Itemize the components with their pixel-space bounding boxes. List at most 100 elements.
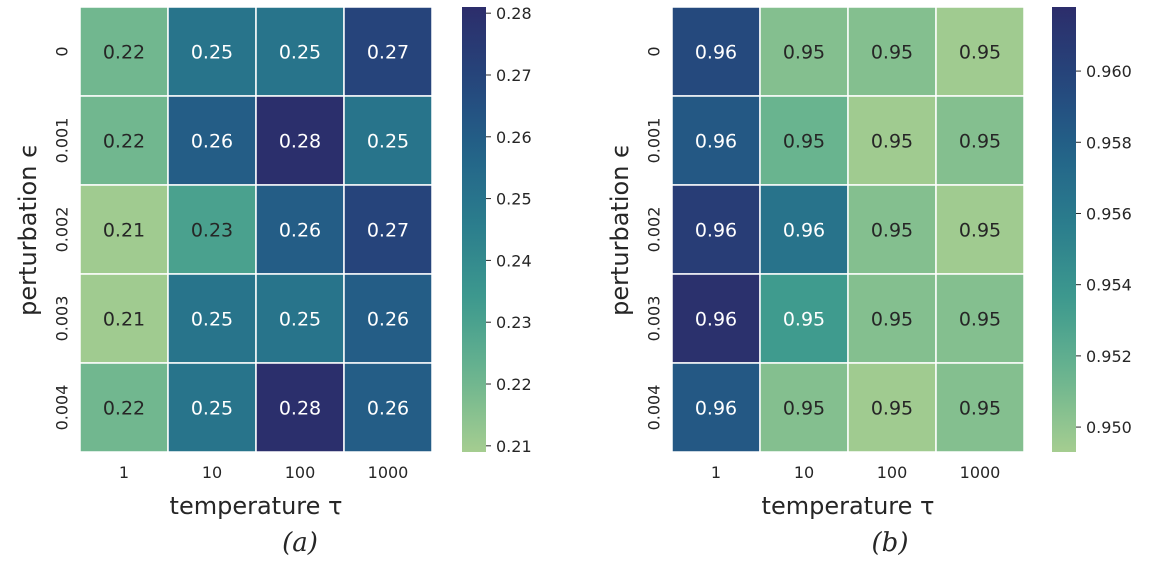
cell-value-label: 0.95 — [783, 42, 825, 64]
y-tick-label: 0.004 — [645, 385, 664, 431]
colorbar-tick-label: 0.950 — [1086, 418, 1132, 437]
y-tick-label: 0.002 — [53, 207, 72, 253]
heatmap-cell — [671, 273, 761, 364]
cell-value-label: 0.26 — [279, 220, 321, 242]
cell-value-label: 0.21 — [103, 220, 145, 242]
colorbar-tick-label: 0.21 — [496, 437, 532, 456]
cell-value-label: 0.96 — [695, 398, 737, 420]
cell-value-label: 0.95 — [871, 309, 913, 331]
cell-value-label: 0.95 — [871, 220, 913, 242]
x-tick-label: 1000 — [368, 463, 409, 482]
heatmap-cell — [255, 362, 345, 453]
heatmap-cell — [343, 6, 433, 97]
x-tick-label: 1 — [119, 463, 129, 482]
y-tick-label: 0.003 — [645, 296, 664, 342]
heatmap-cell — [847, 6, 937, 97]
x-tick-label: 1 — [711, 463, 721, 482]
cell-value-label: 0.26 — [191, 131, 233, 153]
cell-value-label: 0.95 — [871, 131, 913, 153]
heatmap-cell — [343, 273, 433, 364]
cell-value-label: 0.22 — [103, 398, 145, 420]
heatmap-cell — [79, 362, 169, 453]
cell-value-label: 0.96 — [783, 220, 825, 242]
heatmap-cell — [343, 95, 433, 186]
cell-value-label: 0.27 — [367, 220, 409, 242]
y-axis-label: perturbation ϵ — [606, 143, 634, 316]
colorbar-tick-label: 0.22 — [496, 375, 532, 394]
x-axis-label: temperature τ — [762, 492, 935, 520]
cell-value-label: 0.28 — [279, 398, 321, 420]
colorbar-tick-label: 0.956 — [1086, 204, 1132, 223]
cell-value-label: 0.96 — [695, 309, 737, 331]
colorbar-tick-label: 0.23 — [496, 313, 532, 332]
colorbar-tick-label: 0.28 — [496, 4, 532, 23]
y-tick-label: 0.004 — [53, 385, 72, 431]
cell-value-label: 0.96 — [695, 42, 737, 64]
colorbar-tick-label: 0.952 — [1086, 347, 1132, 366]
cell-value-label: 0.95 — [959, 309, 1001, 331]
heatmap-cell — [671, 362, 761, 453]
cell-value-label: 0.25 — [367, 131, 409, 153]
heatmap-cell — [255, 6, 345, 97]
heatmap-cell — [935, 273, 1025, 364]
heatmap-cell — [167, 362, 257, 453]
cell-value-label: 0.25 — [279, 309, 321, 331]
cell-value-label: 0.96 — [695, 131, 737, 153]
heatmap-cell — [671, 184, 761, 275]
y-tick-label: 0.003 — [53, 296, 72, 342]
heatmap-cell — [847, 362, 937, 453]
colorbar-tick-label: 0.24 — [496, 251, 532, 270]
x-tick-label: 1000 — [960, 463, 1001, 482]
heatmap-cell — [759, 95, 849, 186]
cell-value-label: 0.26 — [367, 398, 409, 420]
cell-value-label: 0.21 — [103, 309, 145, 331]
heatmap-cell — [847, 95, 937, 186]
cell-value-label: 0.95 — [783, 131, 825, 153]
heatmap-cell — [79, 6, 169, 97]
cell-value-label: 0.95 — [871, 398, 913, 420]
cell-value-label: 0.27 — [367, 42, 409, 64]
heatmap-cell — [671, 95, 761, 186]
x-tick-label: 100 — [285, 463, 316, 482]
cell-value-label: 0.95 — [959, 398, 1001, 420]
cell-value-label: 0.95 — [871, 42, 913, 64]
heatmap-cell — [343, 184, 433, 275]
cell-value-label: 0.25 — [191, 42, 233, 64]
cell-value-label: 0.22 — [103, 42, 145, 64]
y-tick-label: 0.001 — [645, 118, 664, 164]
panel-caption: (b) — [872, 528, 909, 558]
heatmap-panel-a: 0.22 0.25 0.25 0.27 0.22 0.26 0.28 0.25 0.21 0.23… — [14, 4, 532, 558]
cell-value-label: 0.22 — [103, 131, 145, 153]
cell-value-label: 0.95 — [959, 42, 1001, 64]
heatmap-cell — [847, 273, 937, 364]
colorbar-tick-label: 0.960 — [1086, 62, 1132, 81]
y-tick-label: 0 — [645, 46, 664, 56]
cell-value-label: 0.23 — [191, 220, 233, 242]
y-axis-label: perturbation ϵ — [14, 143, 42, 316]
colorbar — [462, 7, 486, 452]
colorbar — [1052, 7, 1076, 452]
heatmap-cell — [167, 184, 257, 275]
y-tick-label: 0 — [53, 46, 72, 56]
colorbar-tick-label: 0.954 — [1086, 276, 1132, 295]
colorbar-tick-label: 0.958 — [1086, 133, 1132, 152]
heatmap-cell — [759, 273, 849, 364]
y-tick-label: 0.002 — [645, 207, 664, 253]
x-tick-label: 10 — [794, 463, 814, 482]
cell-value-label: 0.96 — [695, 220, 737, 242]
cell-value-label: 0.26 — [367, 309, 409, 331]
heatmap-cell — [759, 362, 849, 453]
panel-caption: (a) — [282, 528, 318, 558]
heatmap-cell — [343, 362, 433, 453]
cell-value-label: 0.95 — [783, 398, 825, 420]
heatmap-cell — [167, 273, 257, 364]
cell-value-label: 0.95 — [959, 131, 1001, 153]
x-tick-label: 100 — [877, 463, 908, 482]
cell-value-label: 0.95 — [783, 309, 825, 331]
x-tick-label: 10 — [202, 463, 222, 482]
x-axis-label: temperature τ — [170, 492, 343, 520]
cell-value-label: 0.28 — [279, 131, 321, 153]
heatmap-cell — [167, 6, 257, 97]
y-tick-label: 0.001 — [53, 118, 72, 164]
